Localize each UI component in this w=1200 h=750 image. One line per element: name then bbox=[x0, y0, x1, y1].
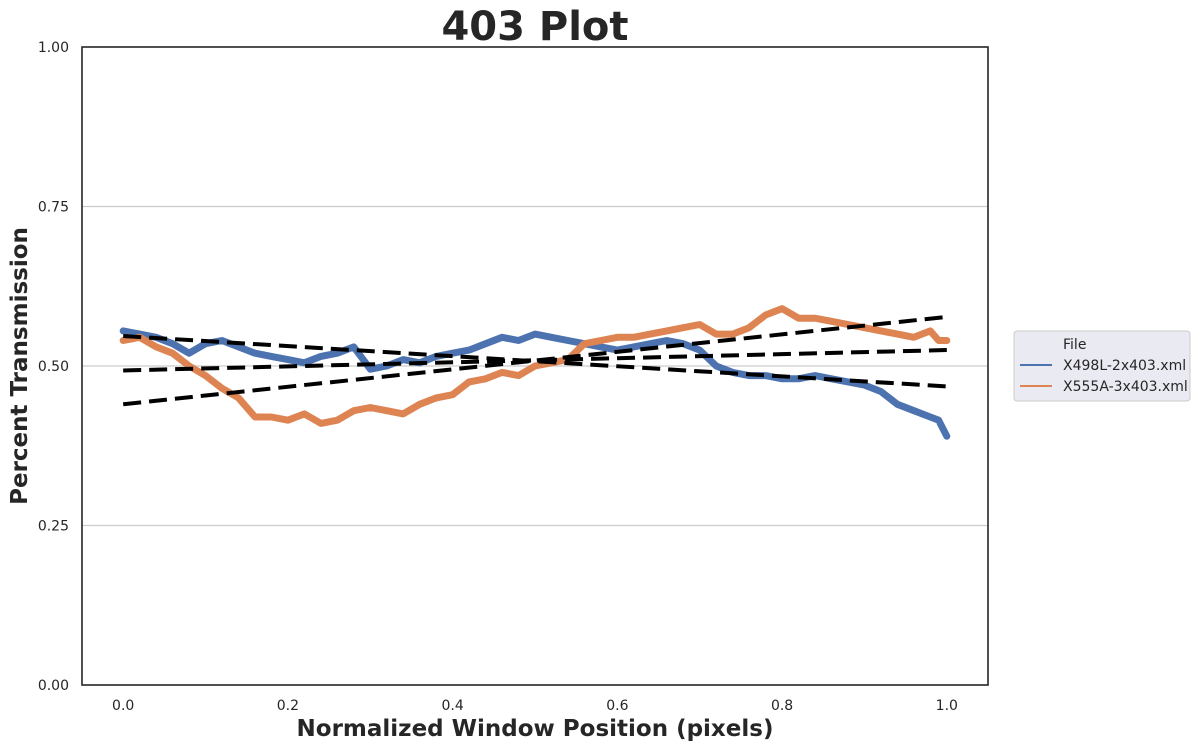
legend-entry-2: X555A-3x403.xml bbox=[1063, 379, 1188, 395]
y-tick-label: 0.25 bbox=[38, 519, 69, 535]
y-tick-label: 0.00 bbox=[38, 678, 69, 694]
series-layer bbox=[119, 305, 951, 440]
legend-box bbox=[1013, 330, 1191, 402]
trendline-1 bbox=[123, 334, 947, 389]
trendline-3 bbox=[122, 314, 948, 407]
x-tick-label: 0.0 bbox=[112, 698, 134, 714]
plot-frame bbox=[81, 46, 989, 686]
trendline-layer bbox=[122, 314, 948, 407]
series-line-2 bbox=[119, 305, 951, 427]
legend: File X498L-2x403.xml X555A-3x403.xml bbox=[1013, 330, 1191, 402]
x-tick-label: 0.4 bbox=[442, 698, 464, 714]
trendline-2 bbox=[123, 348, 947, 373]
x-axis-ticks: 0.0 0.2 0.4 0.6 0.8 1.0 bbox=[112, 698, 958, 714]
y-tick-label: 0.75 bbox=[38, 200, 69, 216]
series-line-1 bbox=[119, 327, 951, 440]
y-axis-ticks: 0.00 0.25 0.50 0.75 1.00 bbox=[38, 40, 69, 694]
legend-title: File bbox=[1063, 337, 1086, 353]
x-tick-label: 0.2 bbox=[277, 698, 299, 714]
y-tick-label: 1.00 bbox=[38, 40, 69, 56]
y-tick-label: 0.50 bbox=[38, 359, 69, 375]
x-axis-label: Normalized Window Position (pixels) bbox=[297, 716, 774, 742]
x-tick-label: 1.0 bbox=[936, 698, 958, 714]
legend-entry-1: X498L-2x403.xml bbox=[1063, 358, 1186, 374]
x-tick-label: 0.8 bbox=[771, 698, 793, 714]
chart-title: 403 Plot bbox=[441, 4, 628, 50]
x-tick-label: 0.6 bbox=[606, 698, 628, 714]
y-axis-label: Percent Transmission bbox=[7, 227, 33, 505]
